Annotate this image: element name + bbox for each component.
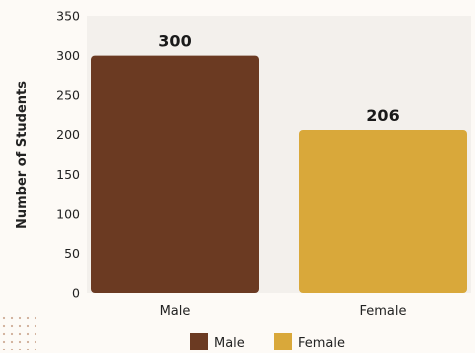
x-tick-label-female: Female	[359, 304, 406, 319]
y-tick-label: 250	[56, 88, 80, 103]
bar-male	[91, 55, 259, 294]
bars	[91, 55, 467, 294]
legend: Male Female	[190, 333, 345, 351]
decorative-dots	[0, 314, 36, 350]
y-tick-label: 50	[64, 246, 80, 261]
x-axis: Male Female	[160, 304, 407, 319]
y-axis: 0 50 100 150 200 250 300 350	[56, 9, 80, 301]
y-tick-label: 300	[56, 48, 80, 63]
y-axis-label: Number of Students	[15, 81, 30, 229]
legend-swatch-male	[190, 333, 208, 350]
y-tick-label: 200	[56, 127, 80, 142]
legend-swatch-female	[274, 333, 292, 350]
legend-label-male: Male	[214, 336, 245, 351]
data-labels: 300 206	[158, 32, 399, 125]
y-tick-label: 350	[56, 9, 80, 24]
y-tick-label: 150	[56, 167, 80, 182]
bar-female	[299, 129, 467, 293]
x-tick-label-male: Male	[160, 304, 191, 319]
y-tick-label: 100	[56, 206, 80, 221]
legend-label-female: Female	[298, 336, 345, 351]
y-tick-label: 0	[72, 286, 80, 301]
data-label-male: 300	[158, 32, 191, 51]
data-label-female: 206	[366, 106, 399, 125]
